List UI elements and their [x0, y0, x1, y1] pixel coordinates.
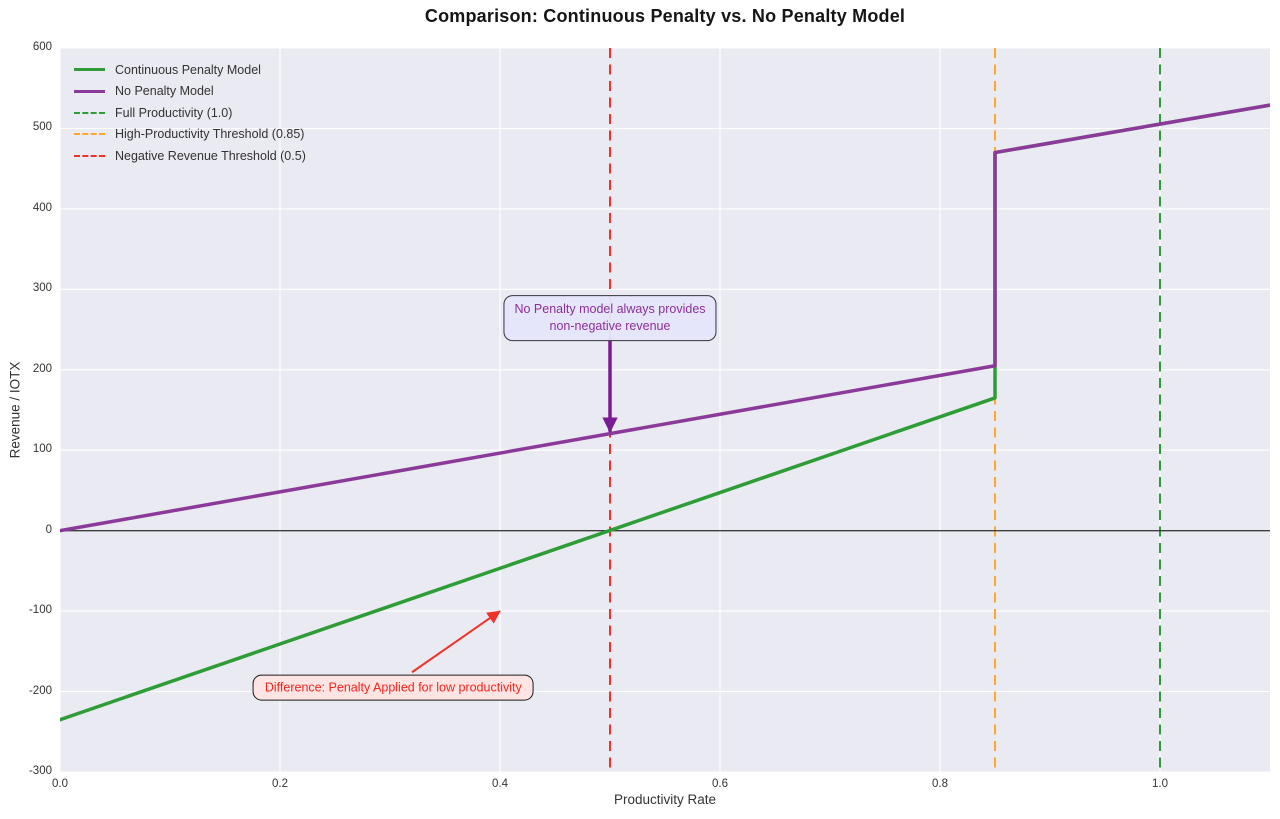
- legend-item-label: Negative Revenue Threshold (0.5): [115, 148, 306, 163]
- y-axis-label: Revenue / IOTX: [7, 361, 23, 459]
- legend-item-label: High-Productivity Threshold (0.85): [115, 127, 305, 142]
- series-line: [60, 103, 1270, 722]
- x-tick-label: 0.6: [712, 778, 728, 790]
- y-tick-label: 300: [32, 282, 52, 295]
- y-tick-label: -100: [28, 604, 52, 617]
- legend-line-swatch: [74, 68, 105, 72]
- y-tick-label: 400: [32, 201, 52, 214]
- x-tick-label: 0.0: [52, 778, 68, 790]
- y-tick-label: 200: [32, 362, 52, 375]
- chart-title: Comparison: Continuous Penalty vs. No Pe…: [424, 6, 906, 26]
- legend-dashed-line-swatch: [74, 133, 105, 136]
- chart-canvas: [60, 48, 1270, 772]
- y-tick-label: -200: [28, 684, 52, 697]
- legend-item: High-Productivity Threshold (0.85): [74, 124, 306, 146]
- legend-item: Negative Revenue Threshold (0.5): [74, 145, 306, 167]
- legend-line-swatch: [74, 89, 105, 93]
- annotation-arrow: [411, 610, 501, 674]
- legend-item: Full Productivity (1.0): [74, 102, 306, 124]
- x-tick-label: 0.2: [272, 778, 288, 790]
- x-axis-label: Productivity Rate: [613, 792, 717, 807]
- series-line: [60, 103, 1270, 533]
- x-tick-label: 0.8: [932, 778, 948, 790]
- x-tick-label: 1.0: [1152, 778, 1168, 790]
- annotation-penalty-difference: Difference: Penalty Applied for low prod…: [252, 674, 534, 701]
- y-tick-label: 500: [32, 121, 52, 134]
- legend-dashed-line-swatch: [74, 111, 105, 114]
- legend-item-label: No Penalty Model: [115, 84, 214, 99]
- legend: Continuous Penalty Model No Penalty Model…: [74, 59, 306, 167]
- legend-item-label: Continuous Penalty Model: [115, 62, 261, 77]
- y-tick-label: -300: [28, 765, 52, 777]
- legend-dashed-line-swatch: [74, 154, 105, 157]
- legend-item-label: Full Productivity (1.0): [115, 105, 233, 120]
- y-tick-label: 100: [32, 443, 52, 456]
- y-tick-label: 600: [32, 41, 52, 53]
- x-tick-label: 0.4: [492, 778, 508, 790]
- annotation-no-penalty: No Penalty model always provides non-neg…: [503, 295, 717, 342]
- legend-item: Continuous Penalty Model: [74, 59, 306, 81]
- legend-item: No Penalty Model: [74, 81, 306, 103]
- plot-area: [60, 48, 1270, 772]
- y-tick-label: 0: [45, 523, 52, 536]
